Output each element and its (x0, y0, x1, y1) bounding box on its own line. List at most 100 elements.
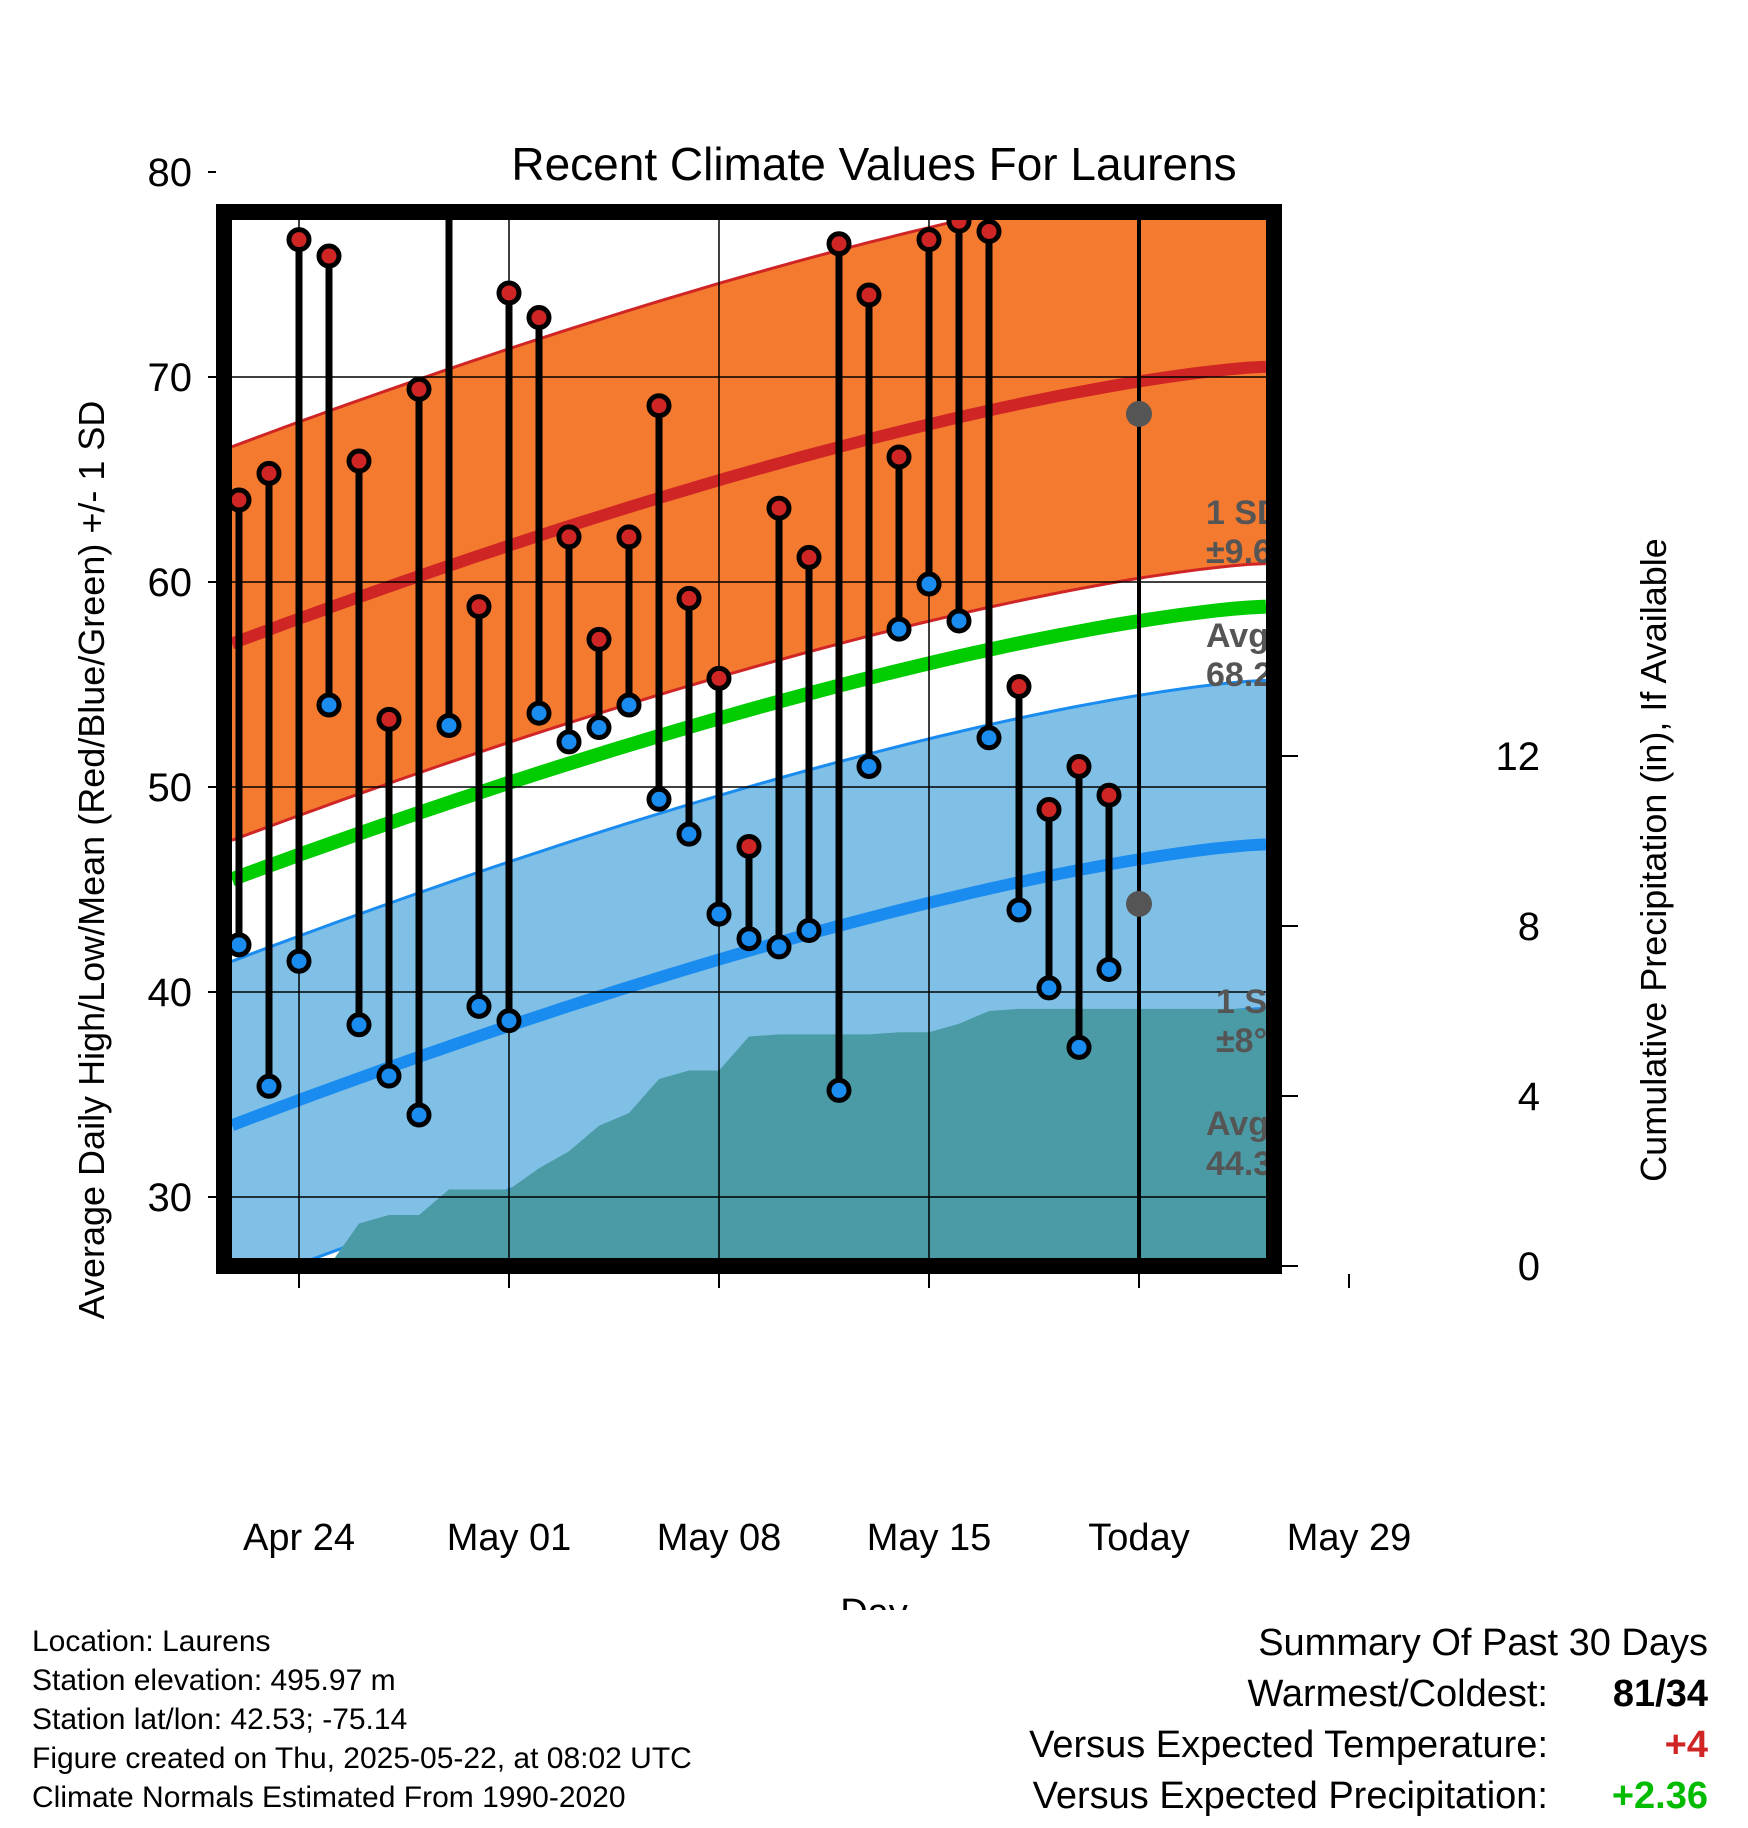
daily-low-marker (256, 1073, 282, 1099)
daily-high-marker (766, 495, 792, 521)
daily-low-marker (976, 725, 1002, 751)
y-tick-label: 70 (148, 356, 193, 400)
daily-high-marker (796, 544, 822, 570)
daily-low-marker (496, 1008, 522, 1034)
daily-high-marker (1066, 754, 1092, 779)
daily-low-marker (466, 993, 492, 1019)
warmest-label: Warmest/Coldest: (1247, 1673, 1548, 1715)
daily-high-marker (439, 144, 459, 164)
daily-low-marker (706, 901, 732, 927)
daily-high-marker (316, 243, 342, 269)
y-tick-label: 40 (148, 971, 193, 1015)
x-tick-label: May 01 (447, 1517, 572, 1559)
station-info: Location: Laurens Station elevation: 495… (32, 1622, 692, 1817)
daily-high-marker (916, 227, 942, 253)
created-text: Figure created on Thu, 2025-05-22, at 08… (32, 1742, 692, 1775)
x-tick-label: Apr 24 (243, 1517, 355, 1559)
daily-high-marker (856, 282, 882, 308)
y-tick-label: 50 (148, 766, 193, 810)
daily-high-marker (286, 227, 312, 253)
high-avg-title: Avg: (1206, 617, 1280, 655)
daily-low-marker (886, 616, 912, 642)
daily-high-marker (646, 393, 672, 419)
low-sd-value: ±8°F (1216, 1022, 1288, 1060)
warmest-high: 81 (1612, 1673, 1656, 1715)
daily-high-marker (676, 585, 702, 611)
daily-high-marker (1096, 782, 1122, 808)
precip-area (334, 1008, 1266, 1258)
summary-panel: Summary Of Past 30 Days Warmest/Coldest:… (1029, 1618, 1708, 1822)
x-tick-label: Today (1088, 1517, 1189, 1559)
low-sd-band (232, 680, 1266, 1258)
y2-tick-label: 4 (1518, 1075, 1540, 1119)
daily-low-marker (1036, 975, 1062, 1001)
daily-high-marker (526, 305, 552, 331)
daily-low-marker (736, 926, 762, 952)
precip-value: +2.36 (1611, 1775, 1708, 1817)
daily-high-marker (1006, 674, 1032, 700)
low-avg-value: 44.3°F (1206, 1145, 1307, 1183)
y-tick-label: 80 (148, 151, 193, 195)
daily-low-marker (286, 948, 312, 974)
daily-high-marker (946, 220, 972, 234)
latlon-text: Station lat/lon: 42.53; -75.14 (32, 1703, 408, 1736)
daily-low-marker (1096, 956, 1122, 982)
high-sd-band (232, 220, 1266, 841)
temp-value: +4 (1664, 1724, 1708, 1766)
daily-low-marker (616, 692, 642, 718)
daily-low-marker (556, 729, 582, 755)
daily-low-marker (826, 1077, 852, 1103)
x-axis-label: Day (840, 1592, 908, 1610)
daily-low-marker (526, 700, 552, 726)
summary-title: Summary Of Past 30 Days (1258, 1622, 1708, 1664)
high-avg-value: 68.2°F (1206, 656, 1307, 694)
daily-low-marker (946, 608, 972, 634)
high-sd-upper-line (232, 220, 968, 449)
y-tick-label: 30 (148, 1176, 193, 1220)
normal-mean-line (232, 599, 1266, 886)
daily-high-marker (232, 487, 252, 513)
days-count: 29 (1202, 1380, 1240, 1418)
high-sd-title: 1 SD: (1206, 494, 1293, 532)
daily-low-marker (406, 1102, 432, 1128)
daily-high-marker (406, 376, 432, 402)
daily-low-marker (376, 1063, 402, 1089)
y2-tick-label: 12 (1496, 735, 1541, 779)
daily-high-marker (556, 524, 582, 550)
daily-high-marker (586, 626, 612, 652)
daily-low-marker (646, 786, 672, 812)
daily-high-marker (466, 594, 492, 620)
daily-high-marker (496, 280, 522, 306)
daily-high-marker (256, 460, 282, 486)
summary-temp-row: Versus Expected Temperature: +4 (1029, 1720, 1708, 1771)
location-text: Location: Laurens (32, 1625, 271, 1658)
daily-low-marker (346, 1012, 372, 1038)
daily-high-marker (616, 524, 642, 550)
daily-low-marker (1006, 897, 1032, 923)
y2-axis-label: Cumulative Precipitation (in), If Availa… (1633, 538, 1674, 1182)
daily-low-marker (916, 571, 942, 597)
warmest-low: 34 (1665, 1673, 1708, 1715)
x-tick-label: May 08 (657, 1517, 782, 1559)
daily-low-marker (856, 754, 882, 779)
today-low-avg-dot (1126, 890, 1152, 917)
daily-low-marker (232, 932, 252, 958)
daily-low-marker (586, 715, 612, 741)
precip-label: Versus Expected Precipitation: (1032, 1775, 1548, 1817)
normal-high-line (232, 360, 1266, 650)
daily-low-marker (766, 934, 792, 960)
daily-low-marker (436, 713, 462, 738)
daily-low-marker (676, 821, 702, 847)
today-high-avg-dot (1126, 400, 1152, 427)
temp-label: Versus Expected Temperature: (1029, 1724, 1548, 1766)
high-sd-lower-line (232, 562, 1266, 842)
y2-tick-label: 8 (1518, 905, 1540, 949)
daily-low-marker (316, 692, 342, 718)
daily-high-marker (1036, 797, 1062, 823)
daily-low-marker (1066, 1034, 1092, 1060)
summary-warmest-row: Warmest/Coldest: 81/34 (1029, 1669, 1708, 1720)
daily-low-marker (796, 918, 822, 943)
x-tick-label: May 29 (1287, 1517, 1412, 1559)
normals-text: Climate Normals Estimated From 1990-2020 (32, 1781, 626, 1814)
elevation-text: Station elevation: 495.97 m (32, 1664, 396, 1697)
